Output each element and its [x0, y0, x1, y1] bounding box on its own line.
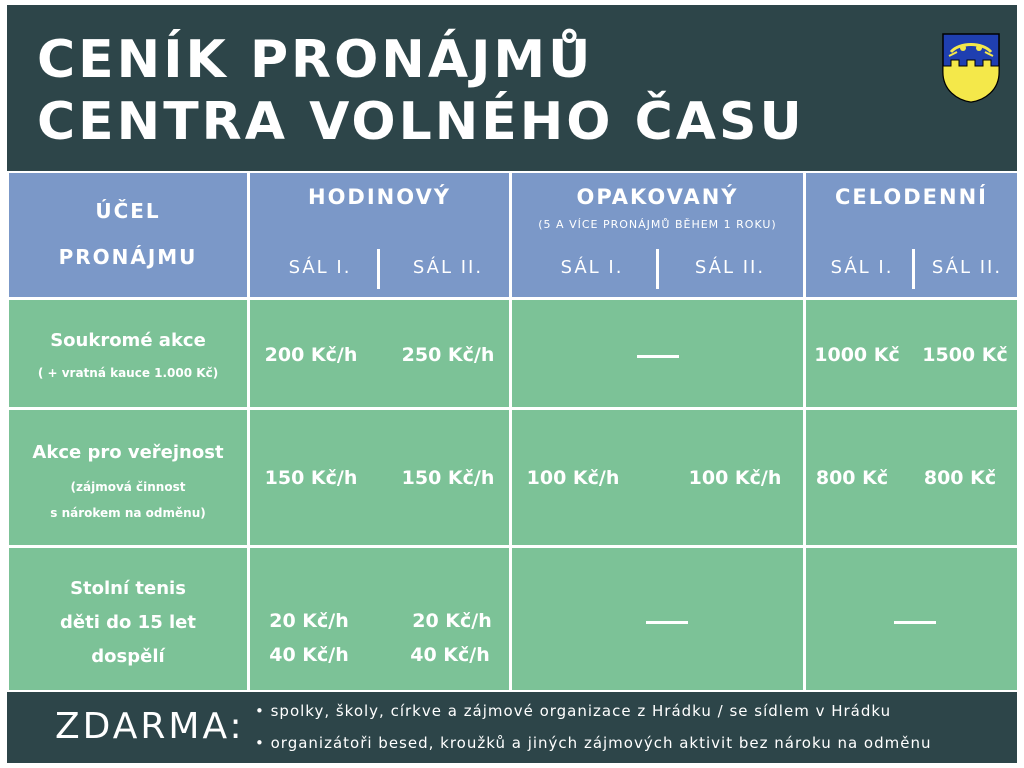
hourly-sal-1: SÁL I.: [288, 257, 352, 278]
row-public-title: Akce pro veřejnost: [32, 442, 224, 463]
row-tennis-hourly-adults-sal1: 40 Kč/h: [269, 644, 349, 666]
row-tennis-repeated: [512, 548, 803, 690]
row-public-repeated: 100 Kč/h 100 Kč/h: [512, 410, 803, 545]
daily-header-title: CELODENNÍ: [835, 185, 988, 209]
daily-header: CELODENNÍ SÁL I. SÁL II.: [806, 173, 1017, 297]
row-tennis-title: Stolní tenis: [70, 578, 186, 599]
row-public-repeated-sal1: 100 Kč/h: [526, 467, 620, 489]
row-private-repeated-dash: [637, 355, 679, 358]
row-private-daily-sal2: 1500 Kč: [922, 344, 1008, 366]
free-item-organizers: • organizátoři besed, kroužků a jiných z…: [255, 734, 932, 752]
row-public-hourly: 150 Kč/h 150 Kč/h: [250, 410, 509, 545]
row-private-daily-sal1: 1000 Kč: [814, 344, 900, 366]
row-public-repeated-sal2: 100 Kč/h: [688, 467, 782, 489]
row-tennis-hourly-children-sal2: 20 Kč/h: [412, 610, 492, 632]
row-tennis-purpose: Stolní tenis děti do 15 let dospělí: [9, 548, 247, 690]
row-private-title: Soukromé akce: [50, 330, 206, 351]
row-tennis-daily: [806, 548, 1017, 690]
row-tennis-repeated-dash: [646, 621, 688, 624]
row-public-daily-sal2: 800 Kč: [923, 467, 997, 489]
row-tennis-hourly-adults-sal2: 40 Kč/h: [410, 644, 490, 666]
row-public-hourly-sal2: 150 Kč/h: [401, 467, 495, 489]
price-table: ÚČEL PRONÁJMU HODINOVÝ SÁL I. SÁL II. OP…: [7, 171, 1017, 692]
row-public-note-1: (zájmová činnost: [70, 480, 186, 494]
row-public-purpose: Akce pro veřejnost (zájmová činnost s ná…: [9, 410, 247, 545]
repeated-header: OPAKOVANÝ (5 A VÍCE PRONÁJMŮ BĚHEM 1 ROK…: [512, 173, 803, 297]
row-tennis-hourly-children-sal1: 20 Kč/h: [269, 610, 349, 632]
row-private-hourly: 200 Kč/h 250 Kč/h: [250, 300, 509, 407]
purpose-header-line-1: ÚČEL: [95, 199, 161, 223]
hourly-header-title: HODINOVÝ: [308, 185, 451, 209]
repeated-sal-divider: [656, 249, 659, 289]
row-public-note-2: s nárokem na odměnu): [50, 506, 206, 520]
purpose-header-line-2: PRONÁJMU: [58, 245, 198, 269]
row-private-hourly-sal1: 200 Kč/h: [264, 344, 358, 366]
hourly-sal-2: SÁL II.: [412, 257, 484, 278]
row-private-daily: 1000 Kč 1500 Kč: [806, 300, 1017, 407]
page-title: CENÍK PRONÁJMŮ CENTRA VOLNÉHO ČASU: [37, 29, 805, 153]
hourly-header: HODINOVÝ SÁL I. SÁL II.: [250, 173, 509, 297]
repeated-header-title: OPAKOVANÝ: [576, 185, 739, 209]
row-private-hourly-sal2: 250 Kč/h: [401, 344, 495, 366]
row-public-daily: 800 Kč 800 Kč: [806, 410, 1017, 545]
row-private-purpose: Soukromé akce ( + vratná kauce 1.000 Kč): [9, 300, 247, 407]
free-usage-footer: ZDARMA: • spolky, školy, církve a zájmov…: [7, 694, 1017, 763]
free-label: ZDARMA:: [55, 706, 245, 747]
row-private-repeated: [512, 300, 803, 407]
daily-sal-1: SÁL I.: [830, 257, 894, 278]
row-tennis-daily-dash: [894, 621, 936, 624]
daily-sal-divider: [912, 249, 915, 289]
repeated-sal-2: SÁL II.: [694, 257, 766, 278]
hourly-sal-divider: [377, 249, 380, 289]
free-item-organizations: • spolky, školy, církve a zájmové organi…: [255, 702, 892, 720]
row-public-daily-sal1: 800 Kč: [815, 467, 889, 489]
daily-sal-2: SÁL II.: [931, 257, 1003, 278]
title-line-1: CENÍK PRONÁJMŮ: [37, 30, 594, 90]
row-tennis-children: děti do 15 let: [60, 612, 196, 633]
title-line-2: CENTRA VOLNÉHO ČASU: [37, 92, 805, 152]
repeated-sal-1: SÁL I.: [560, 257, 624, 278]
row-tennis-hourly: 20 Kč/h 20 Kč/h 40 Kč/h 40 Kč/h: [250, 548, 509, 690]
repeated-header-subtitle: (5 A VÍCE PRONÁJMŮ BĚHEM 1 ROKU): [538, 218, 777, 231]
row-private-note: ( + vratná kauce 1.000 Kč): [37, 366, 219, 380]
row-public-hourly-sal1: 150 Kč/h: [264, 467, 358, 489]
purpose-header: ÚČEL PRONÁJMU: [9, 173, 247, 297]
row-tennis-adults: dospělí: [91, 646, 165, 667]
coat-of-arms-icon: [942, 33, 1000, 103]
